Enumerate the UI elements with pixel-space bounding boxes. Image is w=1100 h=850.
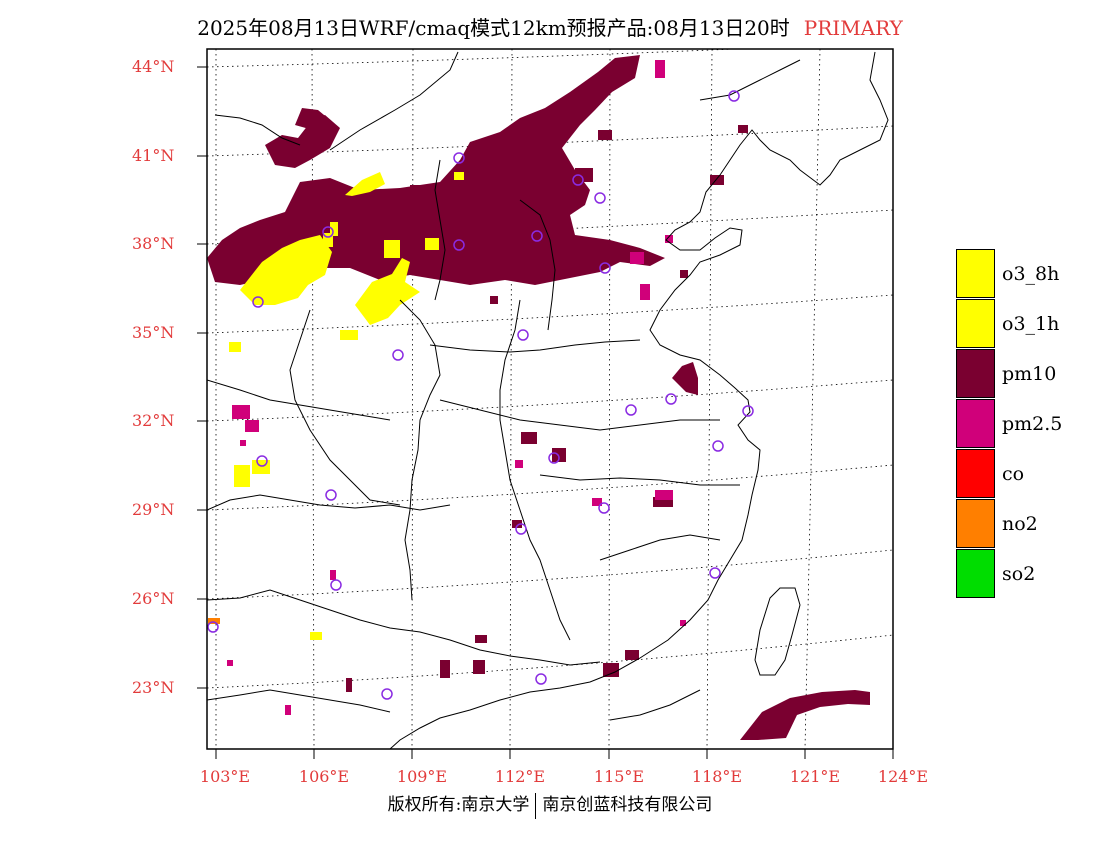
lat-label-44: 44°N [132,57,175,76]
lon-label-124: 124°E [877,767,929,786]
legend: o3_8h o3_1h pm10 pm2.5 co no2 so2 [956,249,1076,599]
lon-label-118: 118°E [691,767,743,786]
no2-speck [208,618,220,624]
legend-swatch [956,399,995,448]
legend-swatch [956,349,995,398]
lon-label-121: 121°E [789,767,841,786]
copyright-right: 南京创蓝科技有限公司 [542,795,713,815]
legend-label: pm10 [1002,363,1057,385]
map-title: 2025年08月13日WRF/cmaq模式12km预报产品:08月13日20时 P… [0,12,1100,41]
legend-item-co: co [956,449,1076,499]
legend-item-so2: so2 [956,549,1076,599]
legend-label: pm2.5 [1002,413,1063,435]
legend-swatch [956,299,995,348]
lon-label-115: 115°E [593,767,645,786]
legend-label: o3_8h [1002,263,1060,285]
legend-label: so2 [1002,563,1036,585]
legend-label: no2 [1002,513,1038,535]
legend-label: o3_1h [1002,313,1060,335]
map-content [207,49,893,749]
legend-swatch [956,549,995,598]
footer-separator [535,792,537,819]
stations [207,90,754,700]
boundaries [207,51,889,749]
lat-label-23: 23°N [132,678,175,697]
copyright-left: 版权所有:南京大学 [387,795,530,815]
legend-swatch [956,249,995,298]
lon-label-106: 106°E [298,767,350,786]
legend-item-no2: no2 [956,499,1076,549]
o3-regions [229,172,464,640]
legend-item-pm10: pm10 [956,349,1076,399]
copyright-footer: 版权所有:南京大学 南京创蓝科技有限公司 [0,790,1100,819]
lon-label-103: 103°E [199,767,251,786]
lat-label-38: 38°N [132,234,175,253]
graticule [207,49,893,749]
legend-item-pm25: pm2.5 [956,399,1076,449]
legend-item-o3-8h: o3_8h [956,249,1076,299]
legend-item-o3-1h: o3_1h [956,299,1076,349]
title-text: 2025年08月13日WRF/cmaq模式12km预报产品:08月13日20时 [197,16,790,40]
lat-label-32: 32°N [132,411,175,430]
lat-label-26: 26°N [132,589,175,608]
legend-label: co [1002,463,1025,485]
pm25-regions [227,60,686,715]
map-frame [206,48,894,750]
lat-label-41: 41°N [132,146,175,165]
lat-label-35: 35°N [132,323,175,342]
lon-label-112: 112°E [494,767,546,786]
lon-label-109: 109°E [396,767,448,786]
legend-swatch [956,499,995,548]
primary-tag: PRIMARY [803,16,903,40]
ticks [197,66,894,759]
legend-swatch [956,449,995,498]
lat-label-29: 29°N [132,500,175,519]
pm10-regions [207,55,870,740]
